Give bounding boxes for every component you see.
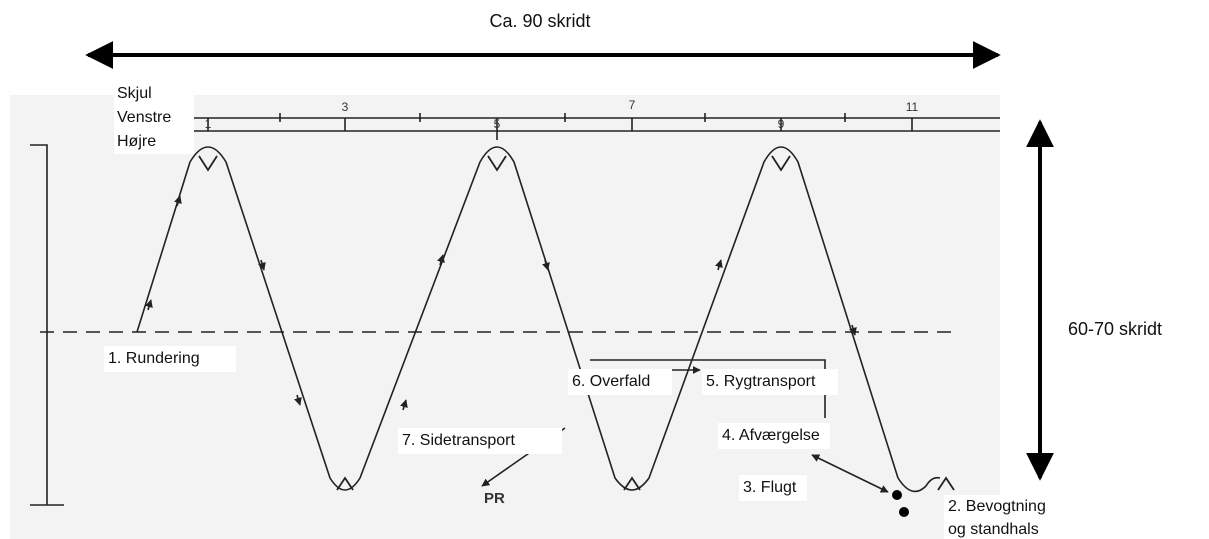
step-label: 4. Afværgelse [722,427,820,444]
direction-arrows [145,195,857,411]
label-box [568,369,672,395]
dot [899,507,909,517]
step-label: 2. Bevogtning [948,498,1046,515]
legend-item: Venstre [117,109,171,126]
label-box [718,423,830,449]
step-label: 6. Overfald [572,373,650,390]
step-label: 7. Sidetransport [402,432,516,449]
label-box [104,346,236,372]
scale-label: 9 [778,117,785,131]
action-arrow [811,454,889,493]
marker-label: PR [484,490,505,507]
scan-background [10,95,1000,539]
scale-label: 1 [205,117,212,131]
height-label: 60-70 skridt [1068,319,1162,339]
width-label: Ca. 90 skridt [489,11,590,31]
turn-marks [198,155,955,491]
label-box [944,495,1040,539]
label-box [702,369,838,395]
step-label: 5. Rygtransport [706,373,816,390]
dot [892,490,902,500]
legend-item: Højre [117,133,156,150]
scale-label: 3 [342,100,349,114]
label-box [739,475,807,501]
step-label: 3. Flugt [743,479,797,496]
scale-label: 11 [906,100,919,114]
action-line [590,359,826,418]
legend-item: Skjul [117,85,152,102]
label-box [398,428,562,454]
step-label: og standhals [948,521,1039,538]
legend-box [114,80,194,154]
track [136,146,941,493]
side-bar [30,144,64,506]
step-label: 1. Rundering [108,350,200,367]
scale-label: 7 [629,98,636,112]
scale-label: 5 [494,117,501,131]
